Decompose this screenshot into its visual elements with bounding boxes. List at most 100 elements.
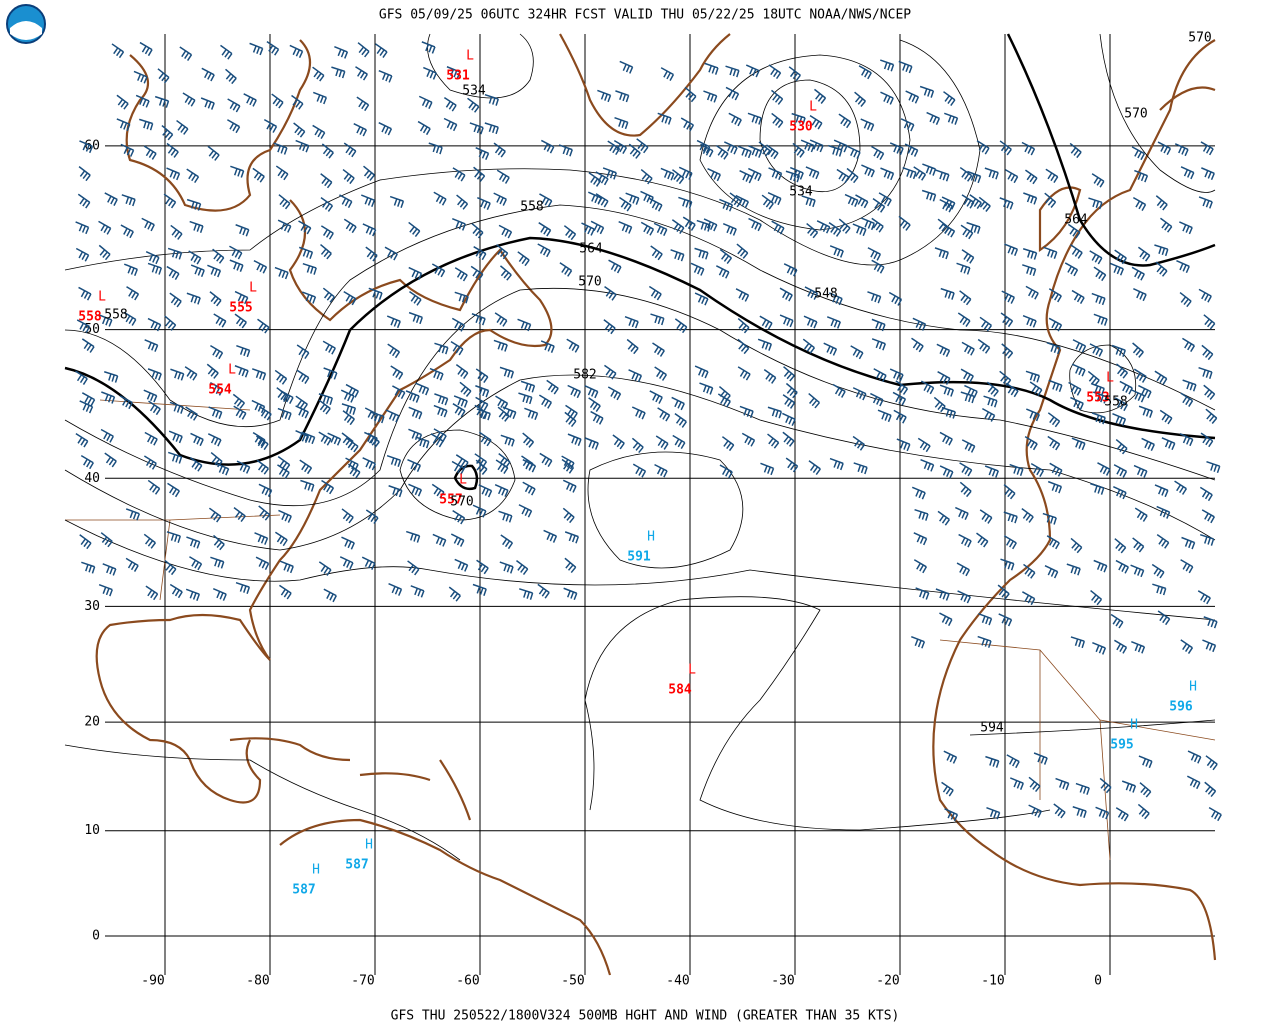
wind-barb <box>104 452 117 468</box>
wind-barb <box>1089 343 1104 357</box>
wind-barb <box>700 143 714 158</box>
wind-barb <box>342 168 355 185</box>
wind-barb <box>1045 168 1059 184</box>
wind-barb <box>98 244 111 261</box>
wind-barb <box>1088 197 1103 210</box>
wind-barb <box>339 194 353 209</box>
wind-barb <box>956 262 971 275</box>
wind-barb <box>1003 535 1017 550</box>
wind-barb <box>207 433 222 447</box>
wind-barb <box>913 559 928 574</box>
wind-barb <box>1115 807 1129 822</box>
wind-barb <box>1114 639 1128 654</box>
center-letter: L <box>1106 371 1114 386</box>
wind-barb <box>1205 755 1218 771</box>
wind-barb <box>428 142 443 155</box>
wind-barb <box>189 556 203 571</box>
wind-barb <box>454 267 468 282</box>
wind-barb <box>783 263 798 277</box>
wind-barb <box>640 221 655 236</box>
wind-barb <box>476 559 489 575</box>
wind-barb <box>597 89 612 103</box>
wind-barb <box>410 585 425 598</box>
wind-barb <box>176 119 189 135</box>
center-value: 595 <box>1110 738 1133 753</box>
wind-barb <box>1132 196 1147 211</box>
wind-barb <box>543 529 558 543</box>
wind-barb <box>977 338 991 354</box>
wind-barb <box>322 340 336 355</box>
wind-barb <box>561 455 575 470</box>
wind-barb <box>423 66 437 80</box>
wind-barb <box>737 317 750 334</box>
wind-barb <box>735 194 750 209</box>
wind-barb <box>1004 243 1019 257</box>
wind-barb <box>235 224 250 237</box>
wind-barb <box>619 196 632 212</box>
wind-barb <box>911 486 926 500</box>
wind-barb <box>889 368 904 382</box>
wind-barb <box>433 428 447 443</box>
wind-barb <box>1028 776 1041 793</box>
wind-barb <box>604 285 617 301</box>
wind-barb <box>566 338 580 353</box>
wind-barb <box>76 319 91 334</box>
wind-barb <box>844 193 859 207</box>
latitude-label: 10 <box>84 823 100 838</box>
wind-barb <box>1046 535 1060 550</box>
wind-barb <box>320 173 333 189</box>
wind-barb <box>539 193 553 208</box>
wind-barb <box>805 166 820 180</box>
wind-barb <box>469 122 484 135</box>
wind-barb <box>340 389 355 403</box>
wind-barb <box>1091 292 1106 306</box>
wind-barb <box>384 246 398 261</box>
wind-barb <box>207 145 220 161</box>
wind-barb <box>276 387 289 403</box>
wind-barb <box>1180 639 1194 654</box>
wind-barb <box>81 338 95 353</box>
wind-barb <box>978 196 991 212</box>
wind-barb <box>522 481 536 496</box>
wind-barb <box>537 583 550 599</box>
wind-barb <box>225 68 237 85</box>
wind-barb <box>939 384 954 397</box>
wind-barb <box>258 505 271 521</box>
wind-barb <box>858 65 872 80</box>
center-value: 587 <box>292 883 315 898</box>
wind-barb <box>654 366 668 381</box>
longitude-label: -30 <box>771 974 794 989</box>
contour-label: 564 <box>579 242 603 257</box>
wind-barb <box>1131 266 1145 281</box>
wind-barb <box>356 96 370 112</box>
wind-barb <box>595 171 609 186</box>
wind-barb <box>607 140 621 156</box>
wind-barb <box>1009 777 1024 790</box>
wind-barb <box>861 164 875 178</box>
wind-barb <box>978 613 993 626</box>
wind-barb <box>1199 486 1213 502</box>
center-value: 555 <box>229 301 252 316</box>
wind-barb <box>806 222 819 239</box>
wind-barb <box>1071 437 1086 451</box>
wind-barb <box>1024 435 1038 451</box>
wind-barb <box>618 220 633 234</box>
wind-barb <box>760 462 775 476</box>
wind-barb <box>942 223 956 238</box>
wind-barb <box>607 386 622 401</box>
wind-barb <box>715 265 730 279</box>
wind-barb <box>1134 169 1149 183</box>
wind-barb <box>1204 781 1217 798</box>
wind-barb <box>739 170 753 184</box>
wind-barb <box>451 460 465 475</box>
wind-barb <box>327 432 342 446</box>
wind-barb <box>1179 433 1194 447</box>
wind-barb <box>920 458 935 472</box>
wind-barb <box>1029 381 1043 397</box>
wind-barb <box>471 223 484 239</box>
wind-barb <box>852 387 867 401</box>
wind-barb <box>147 262 163 275</box>
wind-barb <box>1182 379 1197 392</box>
wind-barb <box>408 311 423 325</box>
wind-barb <box>147 317 162 332</box>
